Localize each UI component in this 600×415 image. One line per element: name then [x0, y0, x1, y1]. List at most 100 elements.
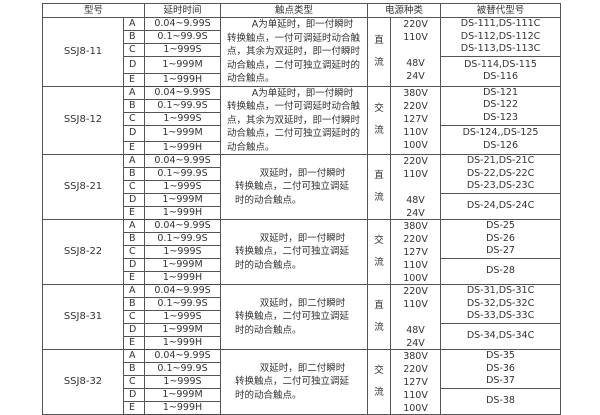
delay-range: 1~999H — [144, 336, 222, 350]
power-type-char: 流 — [374, 322, 384, 333]
table-row: SSJ8-22 A 0.04~9.99S 双延时，即一付瞬时转换触点，二付可独立调延时… — [42, 219, 562, 285]
voltage-wrap: 220V 110V 48V 24V — [391, 18, 440, 82]
delay-range: 0.04~9.99S — [144, 349, 222, 363]
option-code: C — [122, 180, 146, 194]
header-contact: 触点类型 — [220, 3, 369, 18]
option-code: E — [122, 72, 146, 87]
replacement-models: DS-121 DS-122 DS-123 — [440, 85, 562, 126]
voltage-value: 380V — [403, 87, 428, 99]
voltage-value: 110V — [403, 299, 428, 310]
delay-range: 0.1~99.9S — [144, 232, 222, 246]
replacement-model: DS-126 — [483, 139, 518, 151]
delay-range: 1~999H — [144, 271, 222, 285]
voltage-value: 220V — [403, 19, 428, 30]
relay-spec-table: 型号 延时时间 触点类型 电源种类 被替代型号 SSJ8-11 A 0.04~9.9… — [41, 3, 562, 415]
replacement-models: DS-38 — [440, 388, 562, 415]
replacement-model: DS-27 — [486, 245, 515, 257]
replacement-model: DS-24,DS-24C — [466, 200, 535, 212]
voltage-wrap: 380V 220V 127V 110V 100V — [391, 87, 440, 151]
replacement-model: DS-33,DS-33C — [466, 310, 535, 322]
replacement-model: DS-34,DS-34C — [466, 330, 535, 342]
contact-type: 双延时，即一付瞬时转换触点，二付可独立调延时的动合触点。 — [220, 154, 369, 220]
delay-range: 1~999H — [144, 206, 222, 220]
option-code: A — [122, 154, 146, 168]
power-type: 交流 — [367, 85, 392, 155]
model-cell: SSJ8-31 — [42, 284, 124, 350]
voltage-value: 24V — [406, 338, 425, 349]
power-type-char: 交 — [374, 235, 384, 246]
replacement-models: DS-31,DS-31C DS-32,DS-32C DS-33,DS-33C — [440, 284, 562, 324]
contact-type: 双延时，即二付瞬时转换触点，二付可独立调延时的动合触点。 — [220, 284, 369, 350]
spacer — [368, 183, 390, 191]
voltage-list: 220V 110V 48V 24V — [390, 284, 442, 350]
contact-type: A为单延时，即一付瞬时转换触点，一付可调延时动合触点，其余为双延时，即一付瞬时动… — [220, 17, 369, 87]
replacement-models: DS-114,DS-115 DS-116 — [440, 56, 562, 87]
spacer — [368, 248, 390, 256]
replacement-model: DS-35 — [486, 350, 515, 362]
delay-range: 0.1~99.9S — [144, 297, 222, 311]
delay-range: 0.1~99.9S — [144, 30, 222, 44]
model-cell: SSJ8-12 — [42, 85, 124, 155]
voltage-list: 220V 110V 48V 24V — [390, 154, 442, 220]
spacer — [368, 116, 390, 124]
replacement-model: DS-122 — [483, 99, 518, 111]
option-code: A — [122, 85, 146, 100]
model-cell: SSJ8-32 — [42, 349, 124, 415]
table-row: SSJ8-12 A 0.04~9.99S A为单延时，即一付瞬时转换触点，一付可调延时… — [42, 85, 562, 155]
delay-range: 1~999H — [144, 141, 222, 155]
header-delay: 延时时间 — [144, 3, 222, 18]
option-code: D — [122, 258, 146, 272]
power-type-char: 流 — [374, 192, 384, 203]
option-code: E — [122, 336, 146, 350]
power-type: 交流 — [367, 349, 392, 415]
voltage-value: 100V — [403, 139, 428, 151]
voltage-value: 24V — [406, 71, 425, 82]
replacement-models: DS-34,DS-34C — [440, 323, 562, 350]
header-replacement: 被替代型号 — [440, 3, 562, 18]
table-row: SSJ8-32 A 0.04~9.99S 双延时，即二付瞬时转换触点，二付可独立调延时… — [42, 349, 562, 415]
voltage-value: 127V — [403, 247, 428, 258]
voltage-value: 380V — [403, 351, 428, 362]
option-code: C — [122, 43, 146, 57]
delay-range: 1~999S — [144, 245, 222, 259]
voltage-list: 380V 220V 127V 110V 100V — [390, 219, 442, 285]
table-row: B 0.1~99.9S — [43, 297, 561, 311]
model-cell: SSJ8-21 — [42, 154, 124, 220]
power-type-char: 流 — [374, 125, 384, 137]
voltage-value: 48V — [406, 325, 425, 336]
contact-text: 双延时，即二付瞬时转换触点，二付可独立调延时的动合触点。 — [235, 297, 350, 336]
voltage-value: 48V — [406, 195, 425, 206]
contact-text: A为单延时，即一付瞬时转换触点，一付可调延时动合触点，其余为双延时，即一付瞬时动… — [227, 87, 361, 153]
replacement-model: DS-38 — [486, 395, 515, 407]
option-code: C — [122, 245, 146, 259]
voltage-list: 220V 110V 48V 24V — [390, 17, 442, 87]
delay-range: 1~999S — [144, 111, 222, 126]
replacement-models: DS-21,DS-21C DS-22,DS-22C DS-23,DS-23C — [440, 154, 562, 194]
delay-range: 0.1~99.9S — [144, 362, 222, 376]
option-code: A — [122, 284, 146, 298]
power-type-char: 流 — [374, 56, 384, 68]
option-code: D — [122, 124, 146, 142]
voltage-wrap: 380V 220V 127V 110V 100V — [391, 350, 440, 414]
voltage-value: 220V — [403, 234, 428, 245]
voltage-list: 380V 220V 127V 110V 100V — [390, 349, 442, 415]
spacer — [368, 313, 390, 321]
contact-text: 双延时，即二付瞬时转换触点，二付可独立调延时的动合触点。 — [235, 362, 350, 401]
option-code: E — [122, 141, 146, 155]
table-row: SSJ8-11 A 0.04~9.99S A为单延时，即一付瞬时转换触点，一付可调延时… — [42, 17, 562, 87]
header-row: 型号 延时时间 触点类型 电源种类 被替代型号 — [41, 3, 562, 18]
voltage-value: 100V — [403, 273, 428, 284]
option-code: B — [122, 232, 146, 246]
voltage-value: 127V — [403, 113, 428, 125]
delay-range: 1~999S — [144, 180, 222, 194]
option-code: C — [122, 375, 146, 389]
table-row: E 1~999H — [43, 72, 561, 87]
contact-type: 双延时，即二付瞬时转换触点，二付可独立调延时的动合触点。 — [220, 349, 369, 415]
replacement-models: DS-111,DS-111C DS-112,DS-112C DS-113,DS-11… — [440, 17, 562, 57]
option-code: A — [122, 219, 146, 233]
delay-range: 0.04~9.99S — [144, 85, 222, 100]
option-code: E — [122, 271, 146, 285]
delay-range: 1~999M — [144, 56, 222, 74]
voltage-value: 110V — [403, 32, 428, 43]
replacement-model: DS-124,,DS-125 — [462, 127, 539, 139]
